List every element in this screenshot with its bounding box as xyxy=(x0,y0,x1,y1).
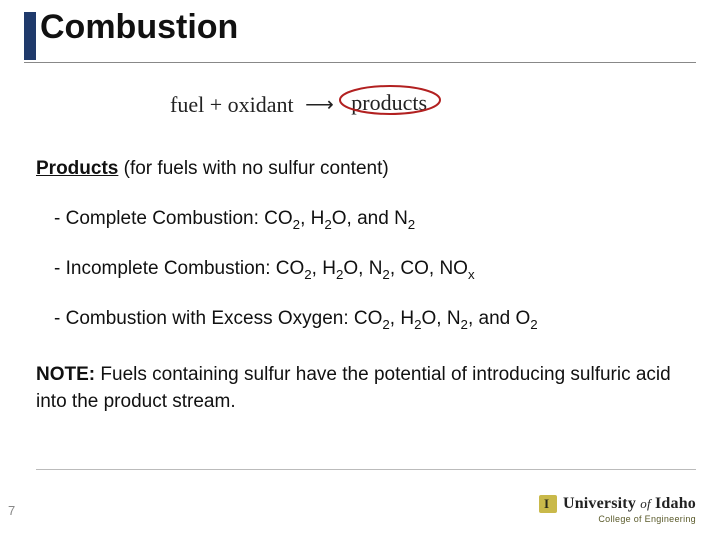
note-text: Fuels containing sulfur have the potenti… xyxy=(36,364,671,412)
equation-products-circled: products xyxy=(345,88,433,118)
equation-fuel: fuel xyxy=(170,92,204,118)
bullet-excess: - Combustion with Excess Oxygen: CO2, H2… xyxy=(54,306,538,334)
equation-products: products xyxy=(351,90,427,115)
bullet-excess-items: CO2, H2O, N2, and O2 xyxy=(354,308,538,329)
products-heading-underlined: Products xyxy=(36,158,118,179)
logo-of: of xyxy=(640,496,651,511)
logo-text: University of Idaho xyxy=(563,495,696,512)
bullet-complete: - Complete Combustion: CO2, H2O, and N2 xyxy=(54,206,415,234)
reaction-equation: fuel + oxidant ⟶ products xyxy=(170,88,433,118)
footer-divider xyxy=(36,469,696,470)
bullet-incomplete-prefix: - Incomplete Combustion: xyxy=(54,258,276,279)
bullet-complete-items: CO2, H2O, and N2 xyxy=(264,208,415,229)
equation-plus: + xyxy=(210,92,222,118)
logo-line-1: University of Idaho xyxy=(539,495,696,513)
university-logo: University of Idaho College of Engineeri… xyxy=(539,495,696,524)
bullet-incomplete-items: CO2, H2O, N2, CO, NOx xyxy=(276,258,475,279)
logo-university: University xyxy=(563,495,636,512)
logo-mark-icon xyxy=(539,495,557,513)
bullet-incomplete: - Incomplete Combustion: CO2, H2O, N2, C… xyxy=(54,256,475,284)
bullet-excess-prefix: - Combustion with Excess Oxygen: xyxy=(54,308,354,329)
products-heading-rest: (for fuels with no sulfur content) xyxy=(118,158,388,179)
page-number: 7 xyxy=(8,503,15,518)
equation-oxidant: oxidant xyxy=(228,92,294,118)
logo-idaho: Idaho xyxy=(655,495,696,512)
logo-college: College of Engineering xyxy=(539,514,696,524)
slide-title: Combustion xyxy=(40,8,238,47)
arrow-icon: ⟶ xyxy=(305,92,334,117)
title-underline xyxy=(24,62,696,63)
note-block: NOTE: Fuels containing sulfur have the p… xyxy=(36,362,680,415)
slide: Combustion fuel + oxidant ⟶ products Pro… xyxy=(0,0,720,540)
title-accent-bar xyxy=(24,12,36,60)
bullet-complete-prefix: - Complete Combustion: xyxy=(54,208,264,229)
note-label: NOTE: xyxy=(36,364,100,385)
products-heading: Products (for fuels with no sulfur conte… xyxy=(36,158,389,180)
